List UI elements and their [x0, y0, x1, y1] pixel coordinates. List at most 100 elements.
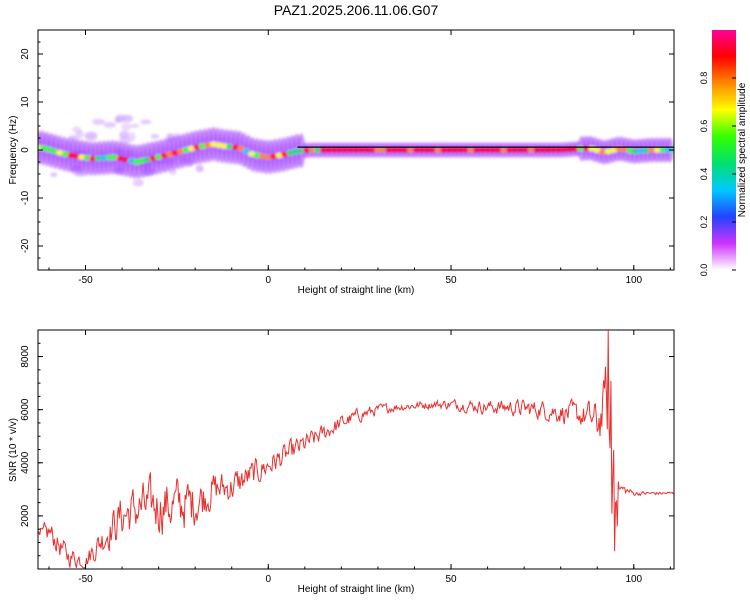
snr-series-line	[38, 330, 674, 569]
spectrogram-core	[396, 147, 404, 153]
spectrogram-core	[456, 147, 464, 153]
chart-title: PAZ1.2025.206.11.06.G07	[274, 2, 439, 18]
colorbar-tick-label: 0.8	[699, 72, 709, 85]
snr-xtick-label: 0	[265, 574, 271, 585]
spectrogram-core	[494, 147, 503, 153]
spectrogram-core	[270, 153, 278, 159]
spectrogram-core	[226, 144, 234, 150]
spectrogram-core	[648, 147, 656, 153]
spectrogram-core	[522, 147, 530, 153]
spectrogram-blob	[195, 164, 204, 173]
spectrogram-xtick-label: -50	[78, 275, 93, 286]
spectrogram-core	[511, 147, 519, 153]
snr-ytick-label: 4000	[20, 451, 31, 474]
colorbar-tick-label: 0.0	[699, 264, 709, 277]
spectrogram-core	[632, 148, 640, 154]
spectrogram-xlabel: Height of straight line (km)	[298, 285, 415, 296]
spectrogram-core	[489, 147, 497, 153]
spectrogram-core	[78, 154, 86, 160]
spectrogram-core	[39, 145, 48, 151]
spectrogram-core	[429, 147, 437, 153]
spectrogram-core	[281, 151, 289, 157]
spectrogram-blob	[75, 129, 84, 139]
colorbar-tick-label: 0.6	[699, 120, 709, 133]
spectrogram-core	[346, 147, 355, 153]
spectrogram-blob	[114, 115, 123, 124]
spectrogram-ticks: -50 0 50 100 -20 -10 0 10 20	[20, 29, 674, 286]
spectrogram-core	[193, 144, 201, 150]
spectrogram-core	[473, 147, 481, 153]
spectrogram-core	[544, 147, 552, 153]
spectrogram-ytick-label: -10	[20, 190, 31, 205]
snr-xtick-label: 50	[445, 574, 457, 585]
colorbar-label: Normalized spectral amplitude	[737, 82, 748, 217]
spectrogram-core	[352, 147, 360, 153]
spectrogram-core	[379, 147, 388, 153]
spectrogram-ytick-label: 0	[20, 147, 31, 153]
spectrogram-blob	[131, 123, 140, 128]
spectrogram-core	[555, 147, 563, 153]
spectrogram-core	[50, 148, 59, 154]
spectrogram-core	[357, 147, 366, 153]
colorbar-gradient	[712, 30, 736, 270]
spectrogram-core	[412, 147, 420, 153]
spectrogram-core	[275, 153, 283, 158]
spectrogram-xtick-label: 50	[445, 275, 457, 286]
spectrogram-core	[155, 154, 163, 160]
spectrogram-core	[335, 147, 344, 153]
spectrogram-core	[237, 146, 245, 151]
spectrogram-core	[599, 149, 607, 155]
spectrogram-core	[330, 147, 338, 153]
spectrogram-core	[319, 147, 327, 153]
spectrogram-blob	[103, 121, 116, 128]
spectrogram-core	[637, 148, 645, 154]
spectrogram-core	[659, 147, 667, 153]
spectrogram-core	[292, 149, 300, 154]
colorbar: 0.0 0.2 0.4 0.6 0.8 Normalized spectral ampl…	[699, 30, 748, 276]
spectrogram-core	[385, 147, 393, 153]
spectrogram-core	[566, 147, 574, 152]
spectrogram-core	[500, 147, 508, 153]
snr-xtick-label: -50	[78, 574, 93, 585]
spectrogram-core	[259, 153, 267, 159]
spectrogram-core	[440, 147, 448, 153]
spectrogram-core	[111, 154, 119, 160]
spectrogram-core	[182, 147, 190, 153]
spectrogram-core	[127, 158, 135, 164]
spectrogram-core	[253, 153, 261, 158]
spectrogram-core	[516, 147, 525, 153]
spectrogram-core	[144, 157, 152, 163]
spectrogram-core	[341, 147, 349, 153]
spectrogram-ytick-label: 10	[20, 96, 31, 108]
spectrogram-core	[160, 153, 168, 159]
spectrogram-blob	[121, 114, 134, 122]
spectrogram-core	[171, 150, 179, 156]
spectrogram-core	[604, 149, 612, 154]
spectrogram-core	[204, 142, 212, 148]
spectrogram-core	[363, 147, 371, 153]
snr-xlabel: Height of straight line (km)	[298, 584, 415, 595]
spectrogram-core	[248, 151, 256, 157]
spectrogram-core	[549, 147, 557, 153]
spectrogram-core	[303, 147, 311, 153]
spectrogram-core	[94, 155, 102, 161]
spectrogram-blob	[68, 135, 78, 142]
spectrogram-xtick-label: 0	[265, 275, 271, 286]
spectrogram-core	[478, 147, 486, 153]
spectrogram-core	[621, 147, 629, 153]
spectrogram-core	[100, 155, 108, 161]
spectrogram-blob	[140, 119, 152, 125]
spectrogram-blob	[121, 122, 132, 131]
colorbar-tick-label: 0.2	[699, 216, 709, 229]
spectrogram-core	[462, 147, 470, 153]
spectrogram-panel: -50 0 50 100 -20 -10 0 10 20 Height of straight …	[8, 29, 675, 296]
spectrogram-core	[626, 148, 634, 154]
spectrogram-core	[664, 147, 673, 153]
spectrogram-core	[242, 148, 250, 154]
spectrogram-core	[231, 144, 239, 150]
spectrogram-core	[642, 148, 651, 153]
spectrogram-core	[505, 147, 514, 153]
spectrogram-core	[423, 147, 431, 153]
spectrogram-core	[220, 143, 229, 149]
